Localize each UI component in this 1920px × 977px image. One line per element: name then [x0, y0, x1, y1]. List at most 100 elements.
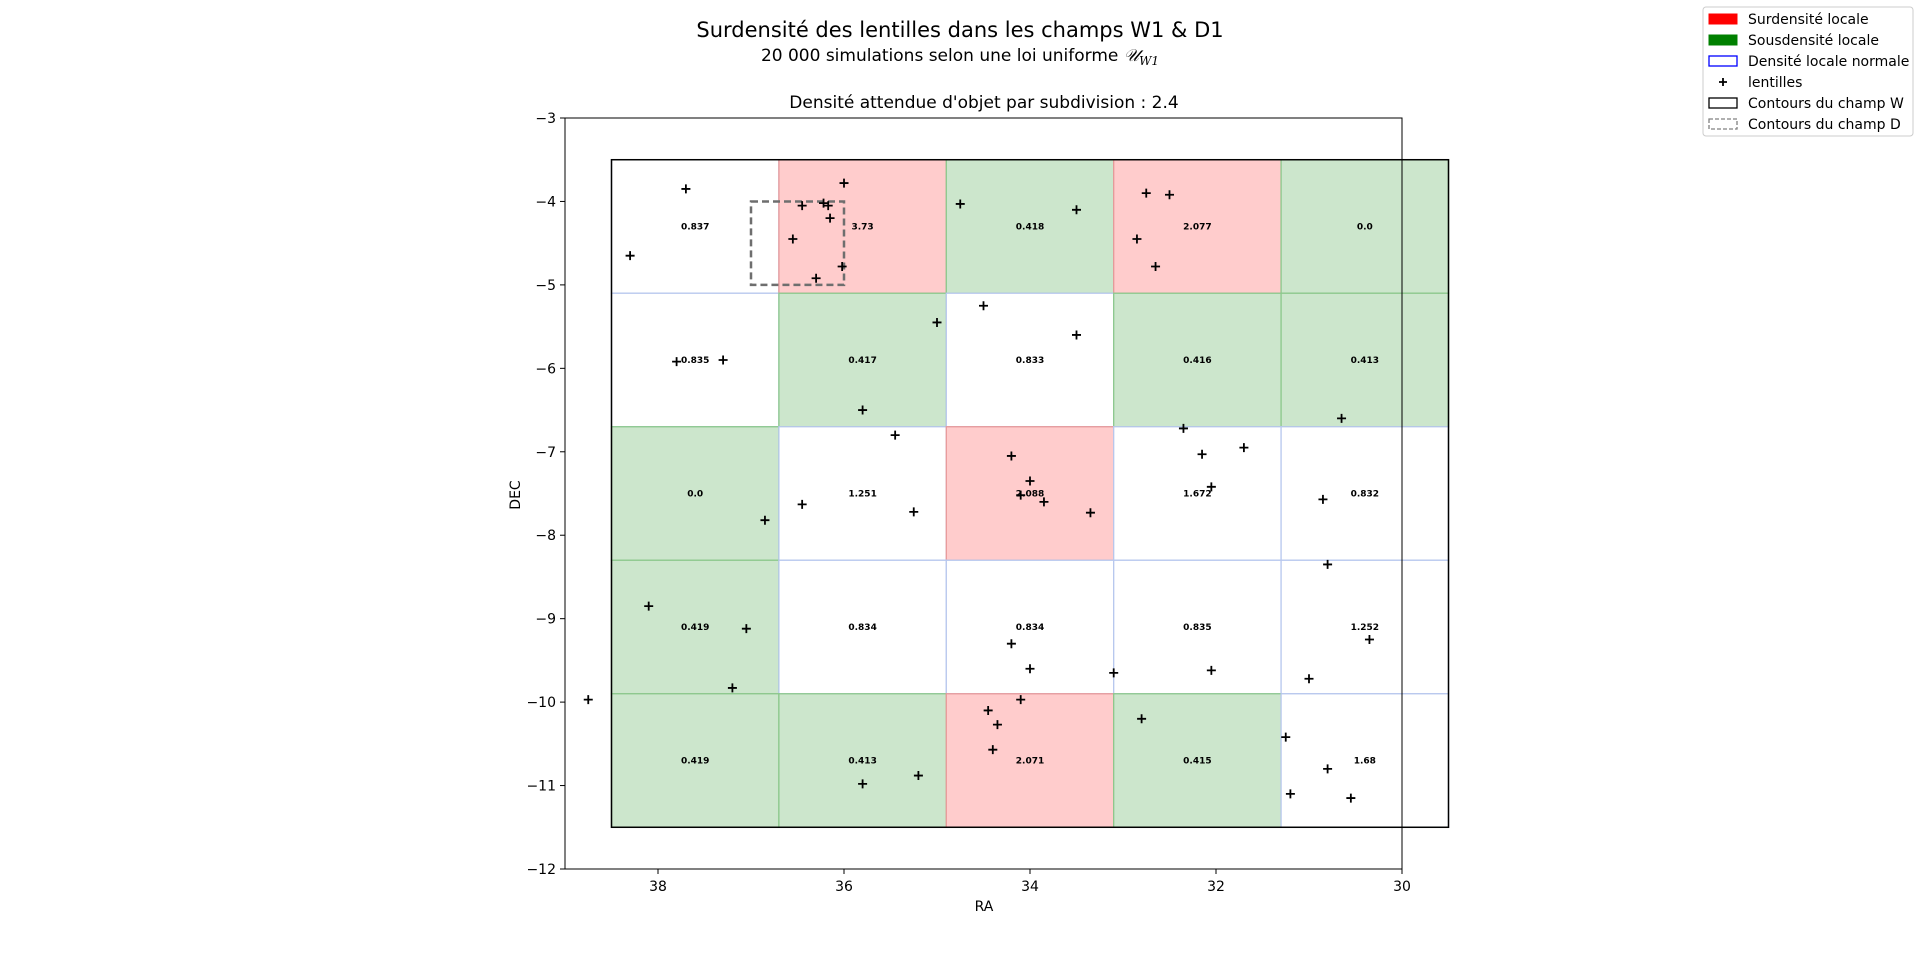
legend-item: Contours du champ W: [1708, 96, 1904, 112]
lens-marker: [979, 301, 988, 311]
y-tick-label: −9: [535, 612, 556, 628]
lens-marker: [825, 213, 835, 223]
legend-label: lentilles: [1748, 75, 1802, 91]
y-tick-label: −7: [535, 445, 556, 461]
lens-marker: [741, 624, 751, 634]
lens-marker: [1304, 674, 1314, 684]
cell-over: [1113, 159, 1282, 294]
chart-subtitle: 20 000 simulations selon une loi uniform…: [761, 46, 1159, 68]
lens-marker: [1323, 559, 1333, 569]
cell-value-label: 1.251: [848, 490, 876, 500]
lens-marker: [1178, 423, 1188, 433]
lens-marker: [932, 317, 942, 327]
lens-marker: [837, 262, 847, 272]
x-axis-label: RA: [975, 899, 994, 915]
lens-marker: [823, 201, 833, 211]
cell-value-label: 0.419: [681, 757, 709, 767]
lens-marker: [955, 199, 965, 209]
lens-marker: [583, 695, 593, 705]
lens-marker: [760, 515, 770, 525]
lens-marker: [644, 601, 654, 611]
lens-marker: [1016, 490, 1026, 500]
cell-value-label: 0.835: [681, 356, 709, 366]
y-tick-label: −6: [535, 361, 556, 377]
lens-marker: [1137, 714, 1147, 724]
lens-marker: [819, 198, 829, 208]
lens-marker: [858, 779, 868, 789]
cell-value-label: 0.419: [681, 623, 709, 633]
legend: Surdensité locale Sousdensité locale Densi…: [1702, 6, 1914, 137]
y-tick-label: −12: [526, 862, 556, 878]
lens-marker: [890, 430, 900, 440]
lens-marker: [1197, 449, 1207, 459]
cell-under: [610, 693, 780, 828]
x-tick-label: 38: [649, 879, 667, 895]
legend-swatch: [1708, 118, 1738, 130]
plot-area: 0.837 3.73 0.418 2.077 0.0 0.835 0.417 0.833 0.4…: [564, 117, 1450, 870]
legend-swatch: [1708, 97, 1738, 109]
lens-marker: [988, 745, 998, 755]
lens-marker: [625, 251, 635, 261]
legend-items: Surdensité locale Sousdensité locale Densi…: [1708, 12, 1909, 133]
y-tick-label: −3: [535, 111, 556, 127]
cell-value-label: 0.835: [1183, 623, 1211, 633]
lens-marker: [1281, 732, 1291, 742]
cell-value-label: 2.077: [1183, 222, 1211, 232]
legend-label: Contours du champ D: [1748, 117, 1901, 133]
legend-item: Contours du champ D: [1708, 117, 1901, 133]
cell-value-label: 0.417: [848, 356, 876, 366]
lens-marker: [1206, 482, 1216, 492]
lens-marker: [1239, 443, 1249, 453]
cell-value-label: 0.834: [1016, 623, 1044, 633]
lens-marker: [1346, 793, 1356, 803]
cell-under: [778, 292, 947, 428]
lens-marker: [727, 683, 737, 693]
lens-marker: [1072, 330, 1081, 340]
lens-marker: [788, 234, 798, 244]
lens-marker: [811, 273, 821, 283]
lens-marker: [1337, 413, 1347, 423]
lens-marker: [1039, 497, 1049, 507]
cell-over: [945, 426, 1115, 561]
legend-marker-plus: [1719, 78, 1727, 86]
lens-marker: [909, 507, 919, 517]
cell-normal: [778, 426, 947, 561]
cell-value-label: 0.418: [1016, 222, 1044, 232]
legend-item: Sousdensité locale: [1708, 33, 1879, 49]
cell-value-label: 0.0: [687, 490, 703, 500]
cell-under: [778, 693, 947, 828]
legend-item: Surdensité locale: [1708, 12, 1869, 28]
legend-item: lentilles: [1719, 75, 1802, 91]
lens-marker: [1006, 639, 1016, 649]
legend-swatch: [1708, 34, 1738, 46]
lens-marker: [1323, 764, 1333, 774]
cell-value-label: 0.413: [1351, 356, 1379, 366]
legend-label: Sousdensité locale: [1748, 33, 1879, 49]
cell-normal: [1280, 693, 1450, 828]
lens-marker: [718, 355, 728, 365]
lens-marker: [913, 771, 923, 781]
lens-marker: [1006, 451, 1016, 461]
y-tick-label: −11: [526, 779, 556, 795]
lenses-layer: [583, 178, 1374, 803]
cell-under: [610, 426, 780, 561]
axes-frame: [564, 117, 1403, 870]
x-tick-label: 32: [1207, 879, 1225, 895]
cell-value-label: 0.832: [1351, 490, 1379, 500]
cell-value-label: 2.071: [1016, 757, 1044, 767]
subtitle-text: 20 000 simulations selon une loi uniform…: [761, 46, 1124, 66]
lens-marker: [1085, 508, 1095, 518]
cell-value-label: 1.672: [1183, 490, 1211, 500]
cell-normal: [1113, 559, 1282, 695]
cell-normal: [610, 292, 780, 428]
lens-marker: [681, 184, 691, 194]
legend-label: Densité locale normale: [1748, 54, 1909, 70]
cell-value-label: 0.837: [681, 222, 709, 232]
legend-label: Contours du champ W: [1748, 96, 1904, 112]
cell-value-label: 1.252: [1351, 623, 1379, 633]
cell-value-label: 1.68: [1354, 757, 1376, 767]
lens-marker: [1025, 476, 1035, 486]
y-tick-label: −4: [535, 194, 556, 210]
lens-marker: [797, 499, 807, 509]
lens-marker: [1025, 664, 1035, 674]
